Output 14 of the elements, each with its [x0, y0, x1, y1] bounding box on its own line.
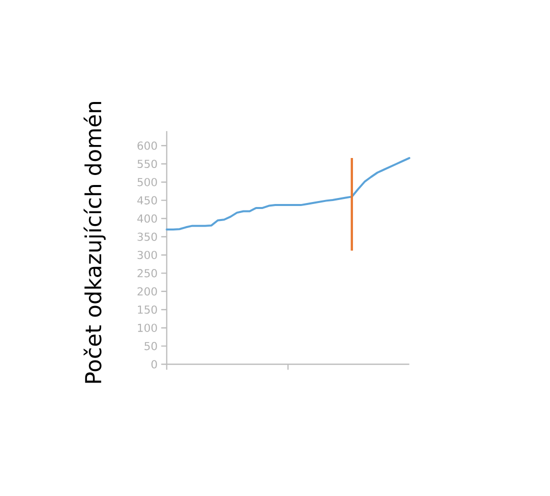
y-tick-label: 250: [138, 269, 157, 278]
y-tick-label: 600: [138, 142, 157, 150]
y-tick-label: 350: [138, 232, 157, 241]
y-tick-label: 0: [151, 360, 157, 368]
y-tick-label: 100: [138, 324, 157, 332]
y-axis-title: Počet odkazujících domén: [84, 102, 106, 383]
y-tick-label: 450: [137, 196, 157, 204]
y-tick-label: 300: [138, 250, 157, 260]
y-tick-label: 550: [138, 160, 157, 168]
y-tick-label: 50: [144, 342, 157, 350]
y-tick-label: 500: [138, 178, 157, 186]
y-tick-label: 200: [138, 287, 157, 296]
y-tick-label: 150: [138, 305, 157, 314]
y-tick-label: 400: [137, 214, 157, 223]
